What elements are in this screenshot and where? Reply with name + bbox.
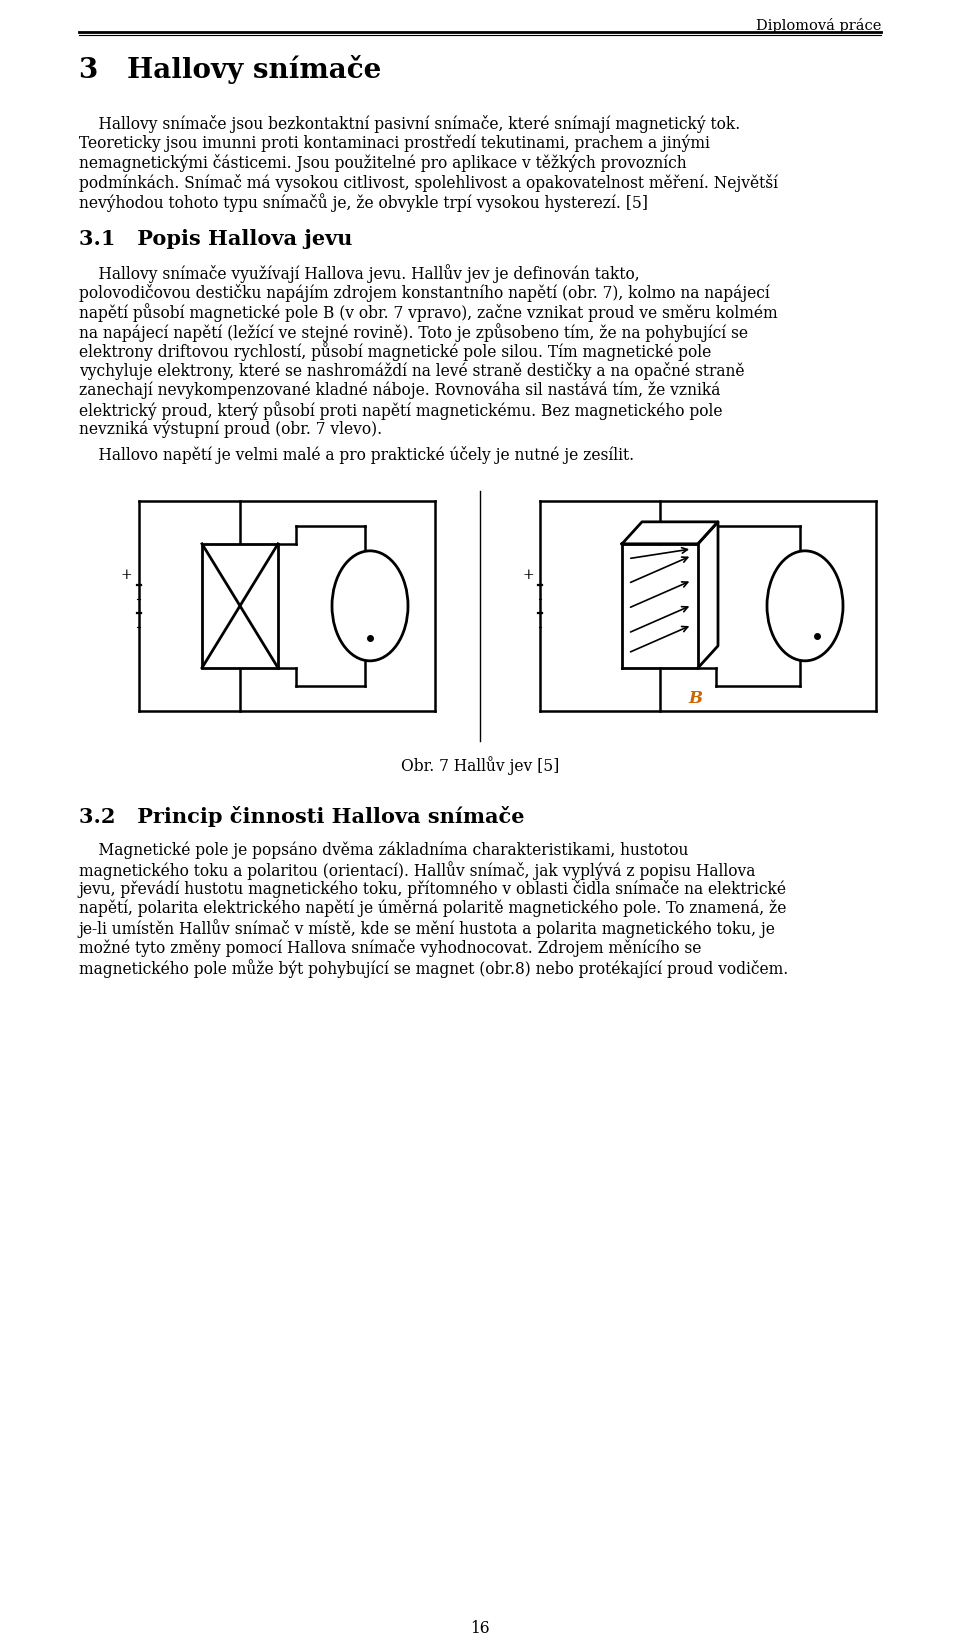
Text: je-li umístěn Hallův snímač v místě, kde se mění hustota a polarita magnetického: je-li umístěn Hallův snímač v místě, kde…	[79, 919, 776, 939]
Text: vychyluje elektrony, které se nashromáždí na levé straně destičky a na opačné st: vychyluje elektrony, které se nashromážd…	[79, 361, 744, 380]
Text: Diplomová práce: Diplomová práce	[756, 18, 881, 33]
Text: Hallovy snímače využívají Hallova jevu. Hallův jev je definován takto,: Hallovy snímače využívají Hallova jevu. …	[79, 264, 639, 282]
Text: −: −	[347, 594, 357, 607]
Text: podmínkách. Snímač má vysokou citlivost, spolehlivost a opakovatelnost měření. N: podmínkách. Snímač má vysokou citlivost,…	[79, 173, 778, 191]
Text: +: +	[818, 594, 828, 607]
Text: na napájecí napětí (ležící ve stejné rovině). Toto je způsobeno tím, že na pohyb: na napájecí napětí (ležící ve stejné rov…	[79, 323, 748, 342]
Text: 3   Hallovy snímače: 3 Hallovy snímače	[79, 54, 381, 84]
Text: Obr. 7 Hallův jev [5]: Obr. 7 Hallův jev [5]	[401, 756, 559, 776]
Text: Hallovo napětí je velmi malé a pro praktické účely je nutné je zesílit.: Hallovo napětí je velmi malé a pro prakt…	[79, 446, 634, 464]
Text: nevzniká výstupní proud (obr. 7 vlevo).: nevzniká výstupní proud (obr. 7 vlevo).	[79, 421, 382, 439]
Polygon shape	[622, 521, 718, 544]
Text: +: +	[121, 568, 132, 582]
Text: napětí působí magnetické pole B (v obr. 7 vpravo), začne vznikat proud ve směru : napětí působí magnetické pole B (v obr. …	[79, 304, 778, 322]
Text: možné tyto změny pomocí Hallova snímače vyhodnocovat. Zdrojem měnícího se: možné tyto změny pomocí Hallova snímače …	[79, 939, 701, 957]
Text: polovodičovou destičku napájím zdrojem konstantního napětí (obr. 7), kolmo na na: polovodičovou destičku napájím zdrojem k…	[79, 284, 770, 302]
Text: 3.1   Popis Hallova jevu: 3.1 Popis Hallova jevu	[79, 229, 352, 249]
Text: B: B	[688, 690, 702, 706]
Text: Hallovy snímače jsou bezkontaktní pasivní snímače, které snímají magnetický tok.: Hallovy snímače jsou bezkontaktní pasivn…	[79, 116, 740, 134]
Text: zanechají nevykompenzované kladné náboje. Rovnováha sil nastává tím, že vzniká: zanechají nevykompenzované kladné náboje…	[79, 381, 720, 399]
Text: elektrony driftovou rychlostí, působí magnetické pole silou. Tím magnetické pole: elektrony driftovou rychlostí, působí ma…	[79, 342, 711, 361]
Text: o: o	[802, 579, 808, 589]
Text: magnetického pole může být pohybující se magnet (obr.8) nebo protékající proud v: magnetického pole může být pohybující se…	[79, 959, 788, 978]
Polygon shape	[698, 521, 718, 668]
Text: elektrický proud, který působí proti napětí magnetickému. Bez magnetického pole: elektrický proud, který působí proti nap…	[79, 401, 722, 421]
Text: jevu, převádí hustotu magnetického toku, přítomného v oblasti čidla snímače na e: jevu, převádí hustotu magnetického toku,…	[79, 881, 787, 898]
Text: nevýhodou tohoto typu snímačů je, že obvykle trpí vysokou hysterezí. [5]: nevýhodou tohoto typu snímačů je, že obv…	[79, 193, 648, 213]
Ellipse shape	[332, 551, 408, 662]
Text: 16: 16	[470, 1620, 490, 1637]
Text: Teoreticky jsou imunni proti kontaminaci prostředí tekutinami, prachem a jinými: Teoreticky jsou imunni proti kontaminaci…	[79, 135, 709, 152]
Text: nemagnetickými částicemi. Jsou použitelné pro aplikace v těžkých provozních: nemagnetickými částicemi. Jsou použiteln…	[79, 153, 686, 172]
Ellipse shape	[767, 551, 843, 662]
Text: 3.2   Princip činnosti Hallova snímače: 3.2 Princip činnosti Hallova snímače	[79, 805, 524, 827]
Text: o: o	[367, 579, 373, 589]
Text: napětí, polarita elektrického napětí je úměrná polaritě magnetického pole. To zn: napětí, polarita elektrického napětí je …	[79, 899, 786, 917]
Text: magnetického toku a polaritou (orientací). Hallův snímač, jak vyplývá z popisu H: magnetického toku a polaritou (orientací…	[79, 861, 756, 879]
Text: Magnetické pole je popsáno dvěma základníma charakteristikami, hustotou: Magnetické pole je popsáno dvěma základn…	[79, 842, 688, 858]
Text: +: +	[522, 568, 534, 582]
Text: −: −	[781, 594, 792, 607]
Bar	[202, 544, 278, 668]
Text: +: +	[383, 594, 394, 607]
